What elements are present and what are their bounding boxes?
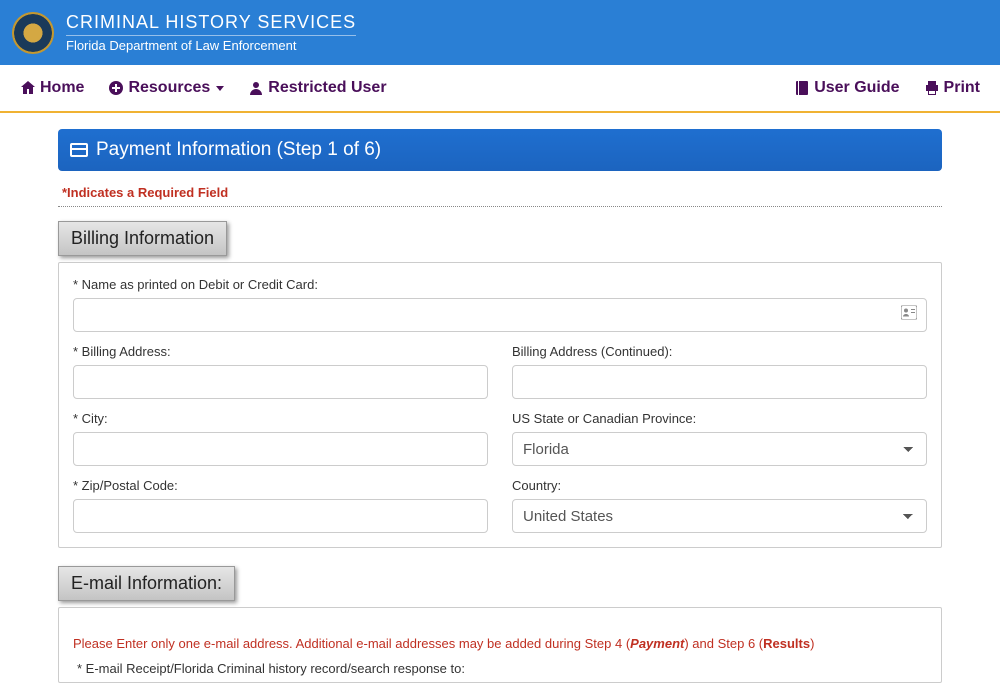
- billing-address-label: * Billing Address:: [73, 344, 488, 359]
- main-content: Payment Information (Step 1 of 6) *Indic…: [0, 113, 1000, 683]
- billing-section-header: Billing Information: [58, 221, 227, 256]
- email-form: Please Enter only one e-mail address. Ad…: [58, 607, 942, 683]
- state-select[interactable]: Florida: [512, 432, 927, 466]
- nav-resources-label: Resources: [128, 79, 210, 97]
- country-select[interactable]: United States: [512, 499, 927, 533]
- billing-form: * Name as printed on Debit or Credit Car…: [58, 262, 942, 548]
- email-note-mid: ) and Step 6 (: [684, 636, 763, 651]
- nav-print[interactable]: Print: [924, 79, 980, 97]
- nav-bar: Home Resources Restricted User User Guid…: [0, 65, 1000, 113]
- nav-resources[interactable]: Resources: [108, 79, 224, 97]
- required-field-note: *Indicates a Required Field: [62, 185, 942, 200]
- email-note: Please Enter only one e-mail address. Ad…: [73, 636, 927, 651]
- billing-address2-label: Billing Address (Continued):: [512, 344, 927, 359]
- step-banner: Payment Information (Step 1 of 6): [58, 129, 942, 171]
- top-header: CRIMINAL HISTORY SERVICES Florida Depart…: [0, 0, 1000, 65]
- step-banner-text: Payment Information (Step 1 of 6): [96, 139, 381, 161]
- contact-card-icon: [901, 306, 917, 325]
- nav-restricted-user[interactable]: Restricted User: [248, 79, 386, 97]
- header-text: CRIMINAL HISTORY SERVICES Florida Depart…: [66, 12, 356, 53]
- country-label: Country:: [512, 478, 927, 493]
- chevron-down-icon: [216, 86, 224, 91]
- nav-user-guide-label: User Guide: [814, 79, 899, 97]
- email-note-payment: Payment: [630, 636, 684, 651]
- nav-home-label: Home: [40, 79, 84, 97]
- email-note-prefix: Please Enter only one e-mail address. Ad…: [73, 636, 630, 651]
- email-note-suffix: ): [810, 636, 814, 651]
- zip-label: * Zip/Postal Code:: [73, 478, 488, 493]
- email-section-header: E-mail Information:: [58, 566, 235, 601]
- header-subtitle: Florida Department of Law Enforcement: [66, 38, 356, 53]
- divider-dotted: [58, 206, 942, 207]
- billing-address2-input[interactable]: [512, 365, 927, 399]
- print-icon: [924, 80, 940, 96]
- home-icon: [20, 80, 36, 96]
- nav-user-guide[interactable]: User Guide: [794, 79, 899, 97]
- email-receipt-label: * E-mail Receipt/Florida Criminal histor…: [77, 661, 927, 676]
- nav-home[interactable]: Home: [20, 79, 84, 97]
- card-name-label: * Name as printed on Debit or Credit Car…: [73, 277, 927, 292]
- book-icon: [794, 80, 810, 96]
- agency-seal: [12, 12, 54, 54]
- email-note-results: Results: [763, 636, 810, 651]
- nav-restricted-user-label: Restricted User: [268, 79, 386, 97]
- user-icon: [248, 80, 264, 96]
- nav-print-label: Print: [944, 79, 980, 97]
- billing-address-input[interactable]: [73, 365, 488, 399]
- city-label: * City:: [73, 411, 488, 426]
- state-label: US State or Canadian Province:: [512, 411, 927, 426]
- plus-circle-icon: [108, 80, 124, 96]
- zip-input[interactable]: [73, 499, 488, 533]
- card-name-input[interactable]: [73, 298, 927, 332]
- credit-card-icon: [70, 143, 88, 157]
- header-title: CRIMINAL HISTORY SERVICES: [66, 12, 356, 36]
- city-input[interactable]: [73, 432, 488, 466]
